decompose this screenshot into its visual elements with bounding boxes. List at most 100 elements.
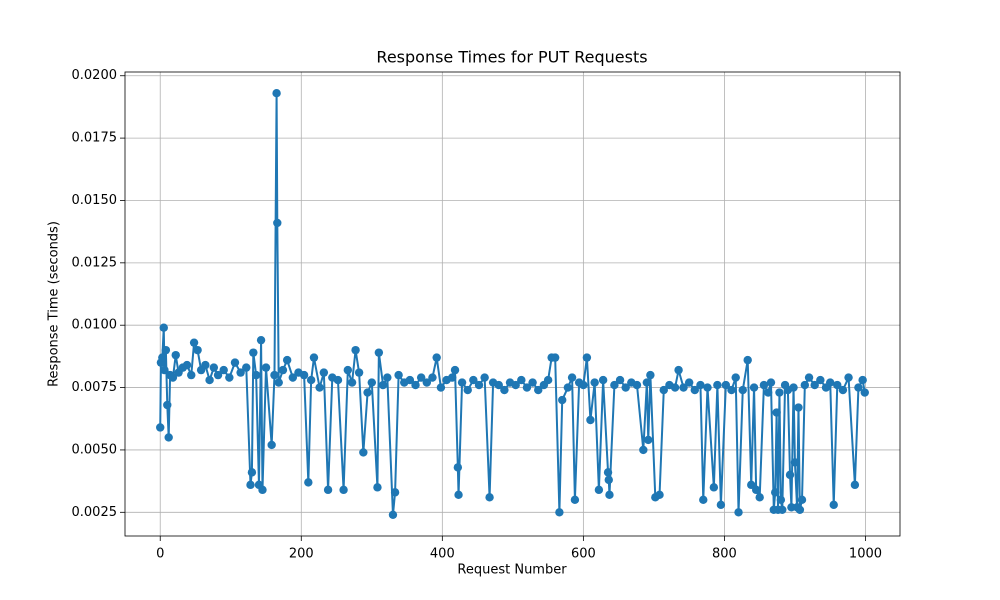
data-point: [860, 388, 869, 397]
data-point: [795, 505, 805, 515]
data-point: [713, 380, 722, 390]
data-point: [604, 475, 613, 485]
data-point: [247, 468, 257, 477]
data-point: [570, 495, 580, 505]
data-point: [816, 375, 825, 385]
data-point: [772, 408, 781, 417]
data-point: [323, 485, 333, 495]
data-point: [363, 388, 372, 397]
data-point: [282, 355, 292, 365]
data-point: [829, 500, 838, 510]
data-point: [696, 380, 705, 390]
data-point: [168, 373, 178, 382]
data-point: [249, 348, 258, 357]
data-point: [790, 458, 800, 467]
data-point: [209, 363, 219, 372]
data-point: [258, 485, 267, 495]
x-tick-label: 200: [289, 547, 314, 562]
data-point: [605, 490, 614, 500]
data-point: [699, 495, 708, 505]
data-point: [511, 380, 520, 390]
data-point: [674, 365, 683, 375]
data-point: [270, 370, 279, 380]
data-point: [272, 89, 281, 98]
data-point: [759, 380, 769, 390]
plot-frame: [124, 71, 901, 537]
data-point: [436, 383, 446, 392]
data-point: [716, 500, 726, 510]
data-point: [603, 468, 613, 477]
data-point: [586, 415, 595, 425]
data-point: [432, 353, 441, 362]
data-point: [522, 383, 532, 392]
data-point: [543, 375, 553, 385]
data-point: [655, 490, 664, 500]
data-point: [555, 508, 564, 517]
chart-title: Response Times for PUT Requests: [376, 48, 647, 67]
data-point: [378, 380, 388, 390]
data-point: [390, 488, 400, 497]
x-tick-label: 1000: [849, 547, 882, 562]
y-tick-label: 0.0150: [72, 193, 118, 208]
data-point: [274, 378, 283, 387]
data-point: [354, 368, 364, 377]
data-point: [160, 365, 169, 375]
data-point: [288, 373, 298, 382]
data-point: [351, 345, 360, 355]
data-point: [751, 485, 761, 495]
data-point: [156, 423, 165, 432]
data-point: [517, 375, 526, 385]
y-tick-label: 0.0125: [72, 255, 118, 270]
x-axis-label: Request Number: [457, 563, 567, 578]
data-point: [230, 358, 240, 367]
data-point: [797, 495, 807, 505]
data-point: [734, 508, 743, 517]
data-point: [594, 485, 604, 495]
data-point: [164, 433, 173, 442]
data-point: [422, 378, 432, 387]
data-point: [469, 375, 478, 385]
data-point: [374, 348, 384, 357]
data-point: [785, 470, 795, 480]
data-point: [161, 345, 171, 355]
data-point: [670, 383, 680, 392]
data-point: [621, 383, 630, 392]
data-point: [731, 373, 740, 382]
data-point: [766, 378, 776, 387]
data-point: [299, 370, 309, 380]
data-point: [690, 385, 700, 395]
data-point: [610, 380, 619, 390]
data-point: [343, 365, 353, 375]
data-point: [558, 395, 567, 405]
data-point: [315, 383, 324, 392]
data-point: [159, 323, 168, 332]
y-tick-label: 0.0075: [72, 380, 118, 395]
data-point: [582, 353, 592, 362]
data-point: [567, 373, 577, 382]
data-point: [261, 363, 271, 372]
data-point: [450, 365, 460, 375]
data-point: [563, 383, 573, 392]
x-tick-label: 600: [571, 547, 596, 562]
data-point: [219, 365, 228, 375]
data-point: [463, 385, 472, 395]
data-point: [858, 375, 867, 385]
data-point: [550, 353, 560, 362]
x-tick-label: 0: [156, 547, 164, 562]
data-point: [771, 488, 780, 497]
data-point: [246, 480, 255, 490]
data-point: [158, 353, 167, 362]
data-point: [453, 463, 463, 472]
data-point: [775, 388, 784, 397]
x-tick-label: 400: [430, 547, 455, 562]
data-point: [615, 375, 625, 385]
data-point: [306, 375, 316, 385]
data-point: [500, 385, 509, 395]
data-point: [579, 380, 588, 390]
y-tick-label: 0.0050: [72, 442, 118, 457]
data-point: [639, 445, 648, 455]
data-point: [850, 480, 860, 490]
data-point: [309, 353, 319, 362]
data-point: [182, 360, 192, 370]
